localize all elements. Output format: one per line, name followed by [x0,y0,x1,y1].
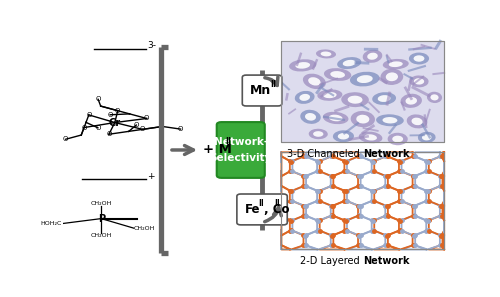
Ellipse shape [329,115,342,121]
Ellipse shape [338,133,349,140]
Ellipse shape [427,92,442,103]
Ellipse shape [337,57,361,69]
Text: II: II [270,80,276,89]
Text: +: + [147,172,154,181]
Ellipse shape [418,132,436,143]
Text: II: II [274,198,280,208]
Ellipse shape [406,97,417,105]
Ellipse shape [383,59,408,69]
Ellipse shape [308,129,328,139]
Ellipse shape [372,92,396,105]
Text: O: O [108,112,113,118]
Ellipse shape [324,68,351,81]
Ellipse shape [289,59,316,72]
Ellipse shape [367,53,378,60]
Ellipse shape [389,61,402,67]
Ellipse shape [300,94,310,101]
Text: O: O [144,116,150,121]
Text: 3-D Channeled: 3-D Channeled [287,149,363,159]
FancyBboxPatch shape [216,122,265,178]
Ellipse shape [378,95,390,102]
Ellipse shape [316,49,336,59]
Text: CH₂OH: CH₂OH [90,233,112,238]
Text: O: O [82,124,87,131]
Ellipse shape [414,55,424,62]
Text: HOH₂C: HOH₂C [40,221,62,226]
Ellipse shape [341,92,369,107]
Bar [282,152,444,249]
Ellipse shape [296,62,310,69]
Text: Cr: Cr [109,118,121,127]
Ellipse shape [362,50,382,63]
Ellipse shape [356,115,370,124]
Ellipse shape [333,130,354,142]
Text: Fe: Fe [244,203,260,216]
Ellipse shape [412,118,422,125]
Ellipse shape [388,133,408,145]
Ellipse shape [357,75,372,83]
Text: CH₂OH: CH₂OH [90,201,112,206]
Ellipse shape [406,114,428,128]
Text: O: O [106,131,112,137]
Text: Selectivity: Selectivity [210,153,272,162]
Ellipse shape [410,75,428,87]
Text: O: O [134,122,139,128]
Ellipse shape [330,71,345,78]
Ellipse shape [430,94,438,100]
Ellipse shape [305,113,316,121]
Ellipse shape [409,53,429,64]
Text: 2-D Layered: 2-D Layered [300,256,363,266]
Text: P: P [98,214,105,224]
Text: II: II [225,138,231,146]
Text: O: O [115,108,120,114]
Ellipse shape [364,134,377,140]
Ellipse shape [295,91,314,104]
Text: Network: Network [363,149,410,159]
Ellipse shape [323,112,348,124]
Text: O: O [95,125,100,131]
Bar [282,41,444,142]
Ellipse shape [386,72,398,81]
Text: O: O [178,126,184,132]
Ellipse shape [320,51,332,56]
Ellipse shape [400,94,422,108]
Ellipse shape [350,72,380,86]
Text: O: O [96,96,101,102]
Text: Network-: Network- [214,138,268,147]
Ellipse shape [313,131,324,137]
Text: O: O [140,126,145,132]
Text: O: O [86,112,92,118]
Ellipse shape [392,136,403,142]
Ellipse shape [348,96,362,104]
Ellipse shape [358,132,382,143]
Ellipse shape [308,77,320,86]
Text: II: II [258,198,264,208]
Ellipse shape [350,111,375,127]
Ellipse shape [303,74,326,89]
Bar [282,152,444,249]
Ellipse shape [382,117,398,124]
FancyBboxPatch shape [242,75,282,106]
Ellipse shape [380,69,403,85]
Text: Network: Network [363,256,410,266]
Ellipse shape [342,60,356,66]
Ellipse shape [414,78,424,85]
Text: CH₂OH: CH₂OH [134,226,155,231]
Text: , Co: , Co [264,203,289,216]
Text: Mn: Mn [250,84,272,97]
Ellipse shape [422,134,432,140]
Text: O: O [63,136,68,142]
Ellipse shape [376,114,404,126]
Ellipse shape [300,110,320,124]
Bar [282,41,444,142]
Ellipse shape [323,92,336,98]
Ellipse shape [318,89,342,101]
Text: + M: + M [203,143,232,157]
FancyBboxPatch shape [237,194,287,225]
Text: 3-: 3- [147,41,156,50]
